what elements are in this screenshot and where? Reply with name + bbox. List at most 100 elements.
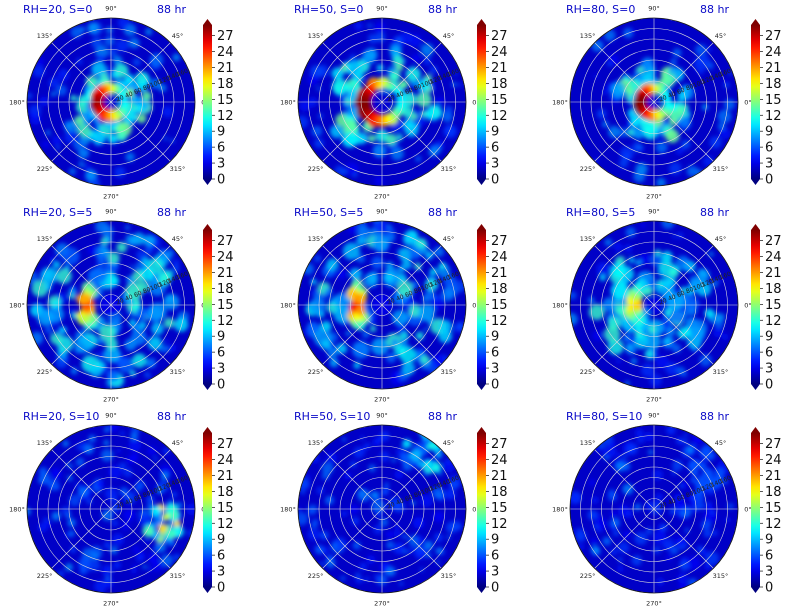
angle-tick-label: 315° [441,368,457,376]
radial-tick-label: 40 [667,90,677,99]
colorbar-tick-label: 15 [765,501,782,516]
colorbar-tick-label: 12 [765,109,782,124]
angle-tick-label: 270° [374,396,390,404]
radial-tick-label: 40 [667,293,677,302]
angle-tick-label: 315° [170,368,186,376]
radial-tick-label: 80 [685,83,695,92]
colorbar-tick-label: 18 [217,485,234,500]
radial-tick-label: 60 [676,290,686,299]
colorbar-tick-label: 3 [491,362,499,377]
angular-gridline [110,245,171,306]
colorbar-tick-label: 27 [217,29,234,44]
angular-gridline [110,42,171,103]
colorbar-tick-label: 21 [491,61,508,76]
colorbar-tick-label: 24 [491,453,508,468]
colorbar-tick-label: 18 [765,77,782,92]
colorbar-tick-label: 12 [217,314,234,329]
angular-gridline [110,508,171,569]
angle-tick-label: 0° [472,99,479,107]
radial-tick-label: 120 [429,482,442,493]
angle-tick-label: 90° [105,412,117,420]
radial-tick-label: 160 [176,67,189,78]
radial-tick-label: 140 [167,478,180,489]
colorbar-extend-max [751,427,760,433]
angle-tick-label: 45° [443,439,455,447]
colorbar-tick-label: 9 [491,533,499,548]
colorbar-tick-label: 3 [217,565,225,580]
panel-title: RH=50, S=5 [294,206,363,219]
colorbar-tick-label: 3 [217,362,225,377]
angle-tick-label: 315° [713,572,729,580]
radial-tick-label: 140 [710,478,723,489]
radial-tick-label: 160 [719,474,732,485]
colorbar-tick-label: 27 [217,437,234,452]
colorbar-tick-label: 6 [491,346,499,361]
panel-title: RH=80, S=0 [566,3,635,16]
angle-tick-label: 315° [713,165,729,173]
radial-tick-label: 60 [404,290,414,299]
angle-tick-label: 90° [105,5,117,13]
colorbar-extend-min [751,179,760,185]
polar-frame [26,17,196,187]
colorbar-tick-label: 15 [765,93,782,108]
colorbar-extend-min [477,179,486,185]
colorbar-ramp [477,25,486,179]
radial-tick-label: 160 [719,67,732,78]
angle-tick-label: 225° [308,368,324,376]
angular-gridline [322,101,383,162]
angle-tick-label: 225° [37,165,53,173]
radial-tick-label: 100 [420,79,433,90]
colorbar-tick-label: 15 [491,298,508,313]
angle-tick-label: 135° [308,32,324,40]
radial-tick-label: 20 [386,501,396,510]
colorbar-tick-label: 27 [765,437,782,452]
angular-gridline [594,304,655,365]
colorbar-tick-label: 9 [765,330,773,345]
radial-tick-label: 80 [413,286,423,295]
radial-tick-label: 140 [710,274,723,285]
radial-tick-label: 60 [676,87,686,96]
angular-gridline [381,101,442,162]
radial-tick-label: 20 [115,501,125,510]
angle-tick-label: 270° [103,600,119,608]
colorbar-tick-label: 24 [765,453,782,468]
colorbar-tick-label: 18 [491,77,508,92]
colorbar-tick-label: 12 [765,517,782,532]
panel-title: RH=50, S=0 [294,3,363,16]
colorbar-extend-min [203,587,212,593]
colorbar-tick-label: 3 [491,157,499,172]
colorbar-tick-label: 9 [491,125,499,140]
angular-gridline [322,304,383,365]
colorbar-extend-max [477,427,486,433]
colorbar-tick-label: 15 [491,93,508,108]
colorbar-tick-label: 18 [765,485,782,500]
angle-tick-label: 225° [580,368,596,376]
panel-time: 88 hr [700,3,729,16]
radial-tick-label: 140 [438,71,451,82]
colorbar-tick-label: 18 [217,77,234,92]
colorbar-tick-label: 3 [217,157,225,172]
colorbar-tick-label: 12 [491,517,508,532]
colorbar-tick-label: 9 [217,125,225,140]
angle-tick-label: 90° [376,412,388,420]
precip-field [27,425,195,593]
radial-tick-label: 80 [413,83,423,92]
colorbar-tick-label: 3 [765,362,773,377]
colorbar-extend-max [477,19,486,25]
colorbar-tick-label: 27 [217,234,234,249]
radial-tick-label: 80 [685,286,695,295]
colorbar-tick-label: 21 [765,61,782,76]
panel-title: RH=80, S=5 [566,206,635,219]
colorbar-extend-max [203,19,212,25]
colorbar-extend-min [751,587,760,593]
polar-panel: 204060801001201401600°45°90°135°180°225°… [9,3,233,201]
radial-tick-label: 160 [447,67,460,78]
colorbar-tick-label: 21 [765,469,782,484]
colorbar-tick-label: 6 [491,141,499,156]
colorbar-tick-label: 27 [765,234,782,249]
